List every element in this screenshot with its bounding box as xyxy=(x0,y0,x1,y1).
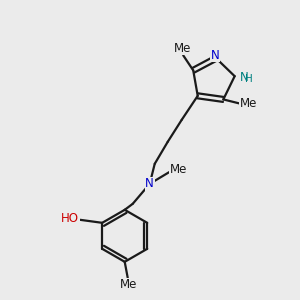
Text: Me: Me xyxy=(120,278,137,291)
Text: N: N xyxy=(145,177,154,190)
Text: Me: Me xyxy=(173,42,191,55)
Text: H: H xyxy=(245,74,252,84)
Text: HO: HO xyxy=(61,212,79,225)
Text: N: N xyxy=(211,49,219,62)
Text: Me: Me xyxy=(170,163,188,176)
Text: N: N xyxy=(240,71,248,84)
Text: Me: Me xyxy=(240,97,257,110)
